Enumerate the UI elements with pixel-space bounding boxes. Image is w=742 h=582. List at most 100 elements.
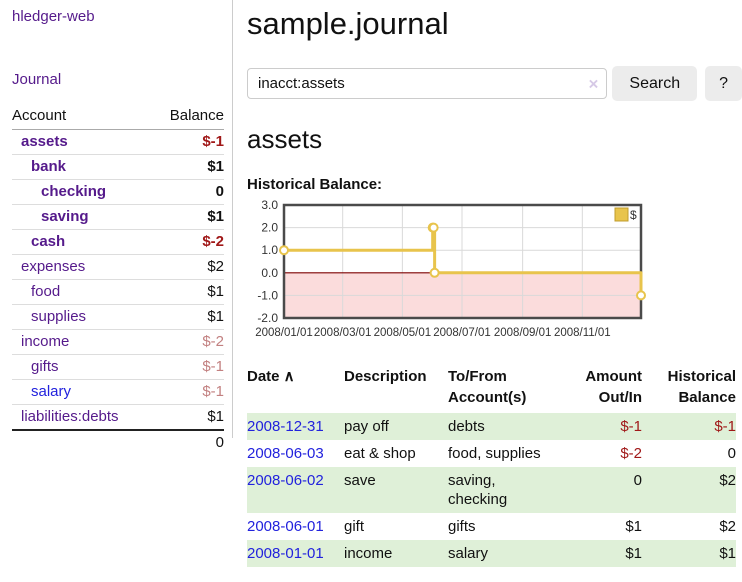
register-header-balance: Historical Balance bbox=[667, 368, 736, 406]
historical-balance-chart: $3.0 2.0 1.0 0.0 -1.0 -2.0 2008/01/01 2008/03/0… bbox=[255, 198, 646, 339]
transaction-description: income bbox=[344, 545, 393, 562]
account-row: checking 0 bbox=[12, 179, 224, 205]
account-row: expenses $2 bbox=[12, 254, 224, 280]
register-header-accounts: To/From Account(s) bbox=[448, 368, 527, 406]
sidebar: hledger-web Journal Account Balance asse… bbox=[0, 0, 233, 451]
accounts-total-row: 0 bbox=[12, 430, 224, 454]
transaction-date: 2008-01-01 bbox=[247, 540, 344, 567]
transaction-balance: $1 bbox=[719, 545, 736, 562]
transaction-date-link[interactable]: 2008-06-01 bbox=[247, 518, 324, 535]
account-balance: $1 bbox=[152, 304, 224, 330]
help-button[interactable]: ? bbox=[705, 66, 742, 101]
svg-text:2008/01/01: 2008/01/01 bbox=[255, 327, 313, 339]
account-link[interactable]: gifts bbox=[31, 358, 59, 375]
accounts-table: Account Balance assets $-1 bank $1 checking 0… bbox=[12, 105, 224, 454]
register-header-date[interactable]: Date ∧ bbox=[247, 368, 295, 385]
transaction-accounts: food, supplies bbox=[448, 445, 541, 462]
svg-text:-1.0: -1.0 bbox=[257, 288, 278, 302]
transaction-amount: $-2 bbox=[620, 445, 642, 462]
account-balance: $1 bbox=[152, 404, 224, 431]
transaction-date-link[interactable]: 2008-06-03 bbox=[247, 445, 324, 462]
transaction-balance: $2 bbox=[719, 472, 736, 489]
account-link[interactable]: checking bbox=[41, 183, 107, 200]
account-link[interactable]: bank bbox=[31, 158, 67, 175]
svg-text:2008/03/01: 2008/03/01 bbox=[314, 327, 372, 339]
account-link[interactable]: supplies bbox=[31, 308, 87, 325]
nav-journal-link[interactable]: Journal bbox=[12, 71, 62, 88]
transaction-date: 2008-12-31 bbox=[247, 413, 344, 440]
transaction-date: 2008-06-01 bbox=[247, 513, 344, 540]
transaction-row: 2008-06-01 gift gifts $1 $2 bbox=[247, 513, 736, 540]
account-link[interactable]: income bbox=[21, 333, 70, 350]
account-heading: assets bbox=[247, 124, 323, 154]
brand-link[interactable]: hledger-web bbox=[12, 8, 95, 25]
transaction-row: 2008-01-01 income salary $1 $1 bbox=[247, 540, 736, 567]
transaction-accounts: debts bbox=[448, 418, 485, 435]
register-header-description: Description bbox=[344, 368, 427, 385]
sort-ascending-icon: ∧ bbox=[279, 368, 295, 385]
account-balance: $-1 bbox=[152, 379, 224, 405]
account-row: income $-2 bbox=[12, 329, 224, 355]
account-link[interactable]: liabilities:debts bbox=[21, 408, 119, 425]
transaction-row: 2008-06-03 eat & shop food, supplies $-2 0 bbox=[247, 440, 736, 467]
svg-text:$: $ bbox=[630, 208, 637, 222]
account-link[interactable]: assets bbox=[21, 133, 68, 150]
account-row: liabilities:debts $1 bbox=[12, 404, 224, 431]
account-balance: $-2 bbox=[152, 229, 224, 255]
account-balance: $1 bbox=[152, 154, 224, 180]
account-balance: $2 bbox=[152, 254, 224, 280]
accounts-header-row: Account Balance bbox=[12, 105, 224, 130]
chart-title: Historical Balance: bbox=[247, 176, 383, 193]
search-box: × bbox=[247, 68, 608, 99]
transaction-balance: $-1 bbox=[714, 418, 736, 435]
svg-text:2.0: 2.0 bbox=[261, 221, 278, 235]
account-balance: $-1 bbox=[152, 354, 224, 380]
transaction-description: save bbox=[344, 472, 376, 489]
transaction-row: 2008-12-31 pay off debts $-1 $-1 bbox=[247, 413, 736, 440]
transaction-accounts: saving, checking bbox=[448, 472, 508, 508]
account-link[interactable]: saving bbox=[41, 208, 89, 225]
transaction-amount: 0 bbox=[633, 472, 642, 489]
register-header-row: Date ∧ Description To/From Account(s) Amount… bbox=[247, 364, 736, 413]
account-row: food $1 bbox=[12, 279, 224, 305]
transaction-amount: $1 bbox=[625, 518, 642, 535]
account-link[interactable]: cash bbox=[31, 233, 66, 250]
accounts-total-value: 0 bbox=[215, 434, 224, 451]
account-link[interactable]: salary bbox=[31, 383, 72, 400]
transaction-accounts: salary bbox=[448, 545, 489, 562]
transaction-balance: $2 bbox=[719, 518, 736, 535]
svg-text:1.0: 1.0 bbox=[261, 243, 278, 257]
transaction-accounts: gifts bbox=[448, 518, 476, 535]
search-input[interactable] bbox=[247, 68, 608, 99]
account-row: salary $-1 bbox=[12, 379, 224, 405]
transaction-date-link[interactable]: 2008-12-31 bbox=[247, 418, 324, 435]
svg-text:3.0: 3.0 bbox=[261, 198, 278, 212]
svg-text:2008/11/01: 2008/11/01 bbox=[554, 327, 611, 339]
account-balance: $1 bbox=[152, 279, 224, 305]
transaction-balance: 0 bbox=[727, 445, 736, 462]
account-link[interactable]: expenses bbox=[21, 258, 86, 275]
clear-search-icon[interactable]: × bbox=[588, 74, 599, 93]
transaction-amount: $1 bbox=[625, 545, 642, 562]
accounts-header-account: Account bbox=[12, 105, 153, 130]
transaction-amount: $-1 bbox=[620, 418, 642, 435]
transaction-row: 2008-06-02 save saving, checking 0 $2 bbox=[247, 467, 736, 513]
transaction-date-link[interactable]: 2008-01-01 bbox=[247, 545, 324, 562]
account-row: assets $-1 bbox=[12, 129, 224, 155]
svg-text:-2.0: -2.0 bbox=[257, 311, 278, 325]
account-balance: $-2 bbox=[152, 329, 224, 355]
account-row: saving $1 bbox=[12, 204, 224, 230]
account-link[interactable]: food bbox=[31, 283, 61, 300]
transaction-date: 2008-06-03 bbox=[247, 440, 344, 467]
svg-text:0.0: 0.0 bbox=[261, 266, 278, 280]
search-button[interactable]: Search bbox=[612, 66, 698, 101]
svg-text:2008/05/01: 2008/05/01 bbox=[374, 327, 432, 339]
account-row: bank $1 bbox=[12, 154, 224, 180]
page-title: sample.journal bbox=[247, 6, 449, 41]
account-balance: $1 bbox=[152, 204, 224, 230]
search-form: × Search ? bbox=[247, 66, 742, 101]
accounts-header-balance: Balance bbox=[152, 105, 224, 130]
transaction-date-link[interactable]: 2008-06-02 bbox=[247, 472, 324, 489]
register-header-amount: Amount Out/In bbox=[585, 368, 642, 406]
account-balance: $-1 bbox=[152, 129, 224, 155]
